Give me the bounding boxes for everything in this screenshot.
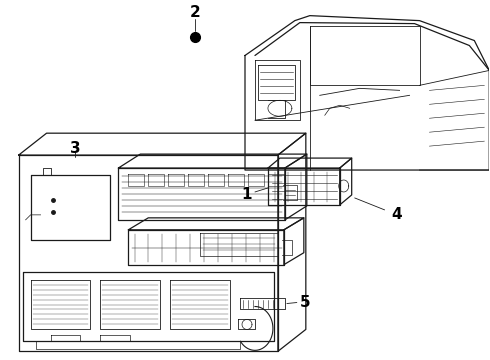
Text: 4: 4 — [391, 207, 402, 222]
Text: 2: 2 — [190, 5, 200, 20]
Text: 5: 5 — [299, 295, 310, 310]
Text: 1: 1 — [242, 188, 252, 202]
Text: 3: 3 — [70, 141, 81, 156]
